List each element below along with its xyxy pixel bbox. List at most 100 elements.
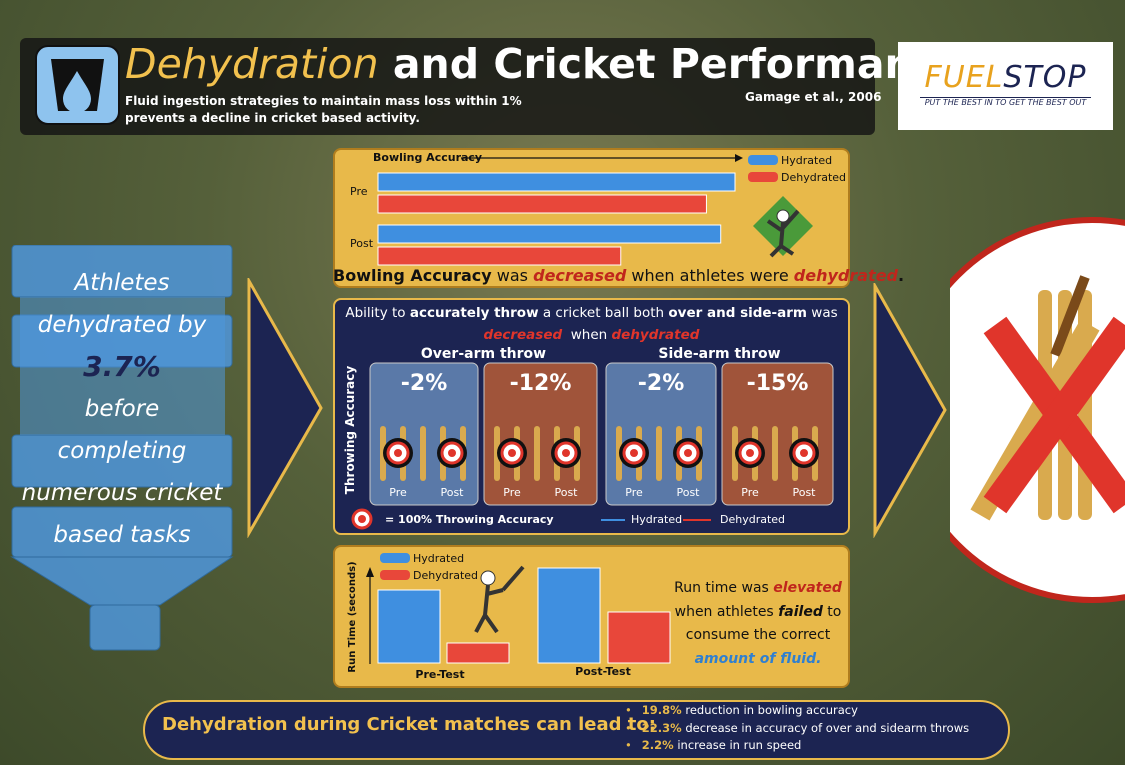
intro-part: over and side-arm: [668, 305, 807, 321]
water-icon: [35, 45, 120, 125]
logo: FUELSTOP PUT THE BEST IN TO GET THE BEST…: [898, 42, 1113, 130]
target-center: [800, 449, 808, 457]
citation: Gamage et al., 2006: [745, 90, 882, 104]
group-title: Over-arm throw: [421, 346, 546, 362]
stump: [616, 426, 622, 481]
path: [247, 278, 323, 538]
legend-label: Hydrated: [631, 513, 682, 526]
footer-points: • 19.8% reduction in bowling accuracy • 22.…: [625, 702, 969, 755]
bar: [377, 246, 622, 266]
footer: [143, 700, 1010, 760]
div: decreased when dehydrated: [333, 324, 850, 346]
throw-panel: [483, 362, 598, 506]
caption-part: elevated: [773, 580, 842, 596]
caption-part: Run time was: [674, 580, 774, 596]
legend-label: Dehydrated: [781, 171, 846, 184]
title-highlight: Dehydration: [125, 40, 379, 88]
legend-swatch: [748, 172, 778, 182]
target-center: [630, 449, 638, 457]
legend-swatch: [380, 553, 410, 563]
change-label: -2%: [638, 371, 684, 396]
caption-part: dehydrated: [793, 266, 898, 285]
throwing-chart: Throwing Accuracy = 100% Throwing Accura…: [343, 346, 834, 530]
run-caption: Run time was elevated when athletes fail…: [660, 577, 856, 671]
run-chart: Run Time (seconds) Hydrated Dehydrated P…: [347, 552, 671, 681]
path: [10, 556, 234, 606]
legend-label: Dehydrated: [720, 513, 785, 526]
caption-part: failed: [778, 603, 823, 620]
x-tick-label: Pre-Test: [415, 668, 464, 681]
bottle: [10, 245, 234, 651]
batter-icon: [474, 565, 525, 634]
stump: [534, 426, 540, 481]
target-center: [746, 449, 754, 457]
header-bar: [20, 38, 875, 135]
caption-part: Bowling Accuracy: [333, 266, 492, 285]
title-rest: and Cricket Performance: [392, 40, 966, 88]
change-label: -2%: [401, 371, 447, 396]
caption-part: when athletes: [674, 603, 779, 620]
caption-part: amount of fluid.: [694, 650, 822, 667]
point-figure: 2.2%: [641, 738, 674, 752]
caption-part: .: [898, 266, 905, 285]
legend-label: Dehydrated: [413, 569, 478, 582]
target-center: [394, 449, 402, 457]
target-label: Pre: [503, 486, 521, 499]
target-center: [448, 449, 456, 457]
stump: [420, 426, 426, 481]
subtitle-line: prevents a decline in cricket based acti…: [125, 111, 420, 125]
bar: [537, 567, 601, 664]
target-center: [508, 449, 516, 457]
path: [474, 565, 525, 634]
target-center: [684, 449, 692, 457]
left-line: based tasks: [53, 522, 191, 548]
stump: [656, 426, 662, 481]
point-text: decrease in accuracy of over and sidearm…: [681, 720, 970, 735]
change-label: -12%: [510, 371, 572, 396]
point-text: reduction in bowling accuracy: [681, 703, 858, 717]
legend-swatch: [380, 570, 410, 580]
line: [1050, 275, 1090, 357]
intro-part: was: [806, 305, 838, 321]
axis-arrow-head: [735, 154, 743, 162]
x-tick-label: Post-Test: [575, 665, 631, 678]
logo-tagline: PUT THE BEST IN TO GET THE BEST OUT: [920, 97, 1091, 107]
footer-point: • 2.2% increase in run speed: [625, 737, 969, 755]
bullet: •: [625, 738, 632, 752]
bar: [377, 172, 736, 192]
rect: [20, 297, 225, 435]
bullet: •: [625, 703, 632, 717]
legend-label: Hydrated: [781, 154, 832, 167]
target-label: Post: [792, 486, 816, 499]
stump: [772, 426, 778, 481]
g: [983, 316, 1125, 514]
caption-part: was: [491, 266, 534, 285]
footer-point: • 22.3% decrease in accuracy of over and …: [625, 720, 969, 738]
axis-label: Bowling Accuracy: [373, 151, 482, 164]
intro-part: accurately throw: [409, 305, 539, 321]
change-label: -15%: [747, 371, 809, 396]
key-label: = 100% Throwing Accuracy: [385, 513, 554, 526]
caption-part: decreased: [533, 266, 627, 285]
div: when athletes failed to: [660, 601, 856, 625]
point-figure: 19.8%: [641, 703, 682, 717]
circle: [358, 515, 366, 523]
point-text: increase in run speed: [673, 738, 802, 752]
left-text: Athletes dehydrated by 3.7% before compl…: [12, 262, 232, 556]
left-line: completing: [57, 438, 187, 464]
rect: [89, 604, 161, 651]
legend-swatch: [748, 155, 778, 165]
footer-point: • 19.8% reduction in bowling accuracy: [625, 702, 969, 720]
key-icon: [351, 508, 373, 530]
y-axis-arrow: [366, 567, 374, 577]
stump: [494, 426, 500, 481]
logo-fuel: FUEL: [924, 60, 1004, 95]
bar: [377, 194, 707, 214]
circle: [480, 570, 496, 586]
intro-part: Ability to: [345, 305, 410, 321]
div: Run time was elevated: [660, 577, 856, 601]
intro-part: decreased: [483, 327, 563, 343]
bowling-chart: Bowling Accuracy Hydrated Dehydrated Pre…: [350, 151, 846, 266]
target-label: Pre: [741, 486, 759, 499]
